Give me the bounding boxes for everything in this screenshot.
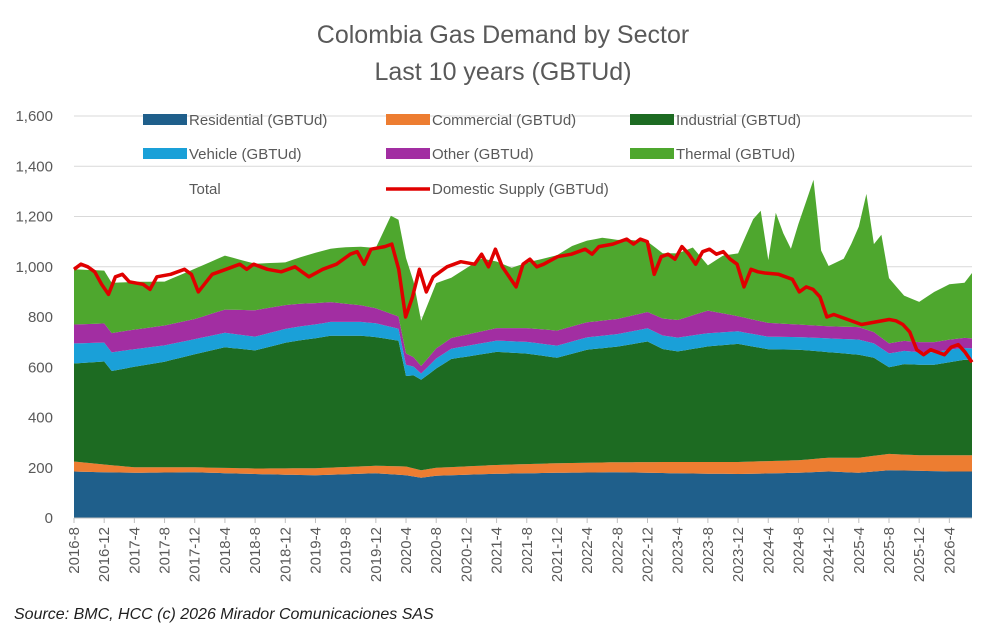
source-note: Source: BMC, HCC (c) 2026 Mirador Comuni… xyxy=(14,606,434,623)
stacked-areas xyxy=(74,179,972,518)
legend: Residential (GBTUd) Commercial (GBTUd) Ind… xyxy=(143,112,801,198)
legend-item-industrial: Industrial (GBTUd) xyxy=(630,112,801,129)
legend-label: Residential (GBTUd) xyxy=(189,112,327,129)
legend-swatch xyxy=(143,148,187,159)
legend-item-supply: Domestic Supply (GBTUd) xyxy=(386,181,609,198)
x-tick-label: 2024-4 xyxy=(760,527,777,574)
x-tick-label: 2021-12 xyxy=(549,527,566,582)
x-tick-label: 2024-12 xyxy=(821,527,838,582)
legend-label: Industrial (GBTUd) xyxy=(676,112,801,129)
legend-label: Total xyxy=(189,181,221,198)
legend-item-residential: Residential (GBTUd) xyxy=(143,112,327,129)
x-tick-label: 2016-8 xyxy=(66,527,83,574)
x-tick-label: 2024-8 xyxy=(790,527,807,574)
x-tick-label: 2026-4 xyxy=(941,527,958,574)
x-tick-label: 2017-8 xyxy=(157,527,174,574)
x-tick-label: 2023-4 xyxy=(670,527,687,574)
y-tick-label: 1,600 xyxy=(15,108,53,125)
x-tick-label: 2017-4 xyxy=(126,527,143,574)
area-vehicle xyxy=(74,321,972,380)
legend-label: Domestic Supply (GBTUd) xyxy=(432,181,609,198)
legend-swatch xyxy=(143,114,187,125)
area-industrial xyxy=(74,335,972,471)
legend-item-commercial: Commercial (GBTUd) xyxy=(386,112,576,129)
legend-item-thermal: Thermal (GBTUd) xyxy=(630,146,795,163)
x-tick-label: 2023-12 xyxy=(730,527,747,582)
x-tick-label: 2023-8 xyxy=(700,527,717,574)
area-commercial xyxy=(74,453,972,478)
x-tick-label: 2020-4 xyxy=(398,527,415,574)
legend-swatch xyxy=(630,148,674,159)
legend-swatch xyxy=(386,114,430,125)
x-tick-label: 2019-4 xyxy=(308,527,325,574)
chart-title: Colombia Gas Demand by Sector xyxy=(317,21,689,49)
area-residential xyxy=(74,470,972,518)
y-tick-label: 0 xyxy=(45,510,53,527)
y-tick-label: 400 xyxy=(28,410,53,427)
line-domestic-supply xyxy=(72,237,974,364)
legend-item-vehicle: Vehicle (GBTUd) xyxy=(143,146,302,163)
supply-line-group xyxy=(72,237,974,364)
legend-label: Thermal (GBTUd) xyxy=(676,146,795,163)
y-tick-label: 600 xyxy=(28,359,53,376)
x-tick-label: 2025-8 xyxy=(881,527,898,574)
legend-item-total: Total xyxy=(189,181,221,198)
legend-swatch xyxy=(386,148,430,159)
legend-label: Commercial (GBTUd) xyxy=(432,112,576,129)
x-tick-label: 2025-4 xyxy=(851,527,868,574)
y-tick-label: 200 xyxy=(28,460,53,477)
x-tick-label: 2017-12 xyxy=(187,527,204,582)
area-thermal xyxy=(74,179,972,366)
chart-subtitle: Last 10 years (GBTUd) xyxy=(374,58,631,86)
y-tick-label: 800 xyxy=(28,309,53,326)
legend-item-other: Other (GBTUd) xyxy=(386,146,534,163)
x-tick-label: 2021-4 xyxy=(489,527,506,574)
x-tick-label: 2025-12 xyxy=(911,527,928,582)
legend-label: Vehicle (GBTUd) xyxy=(189,146,302,163)
x-tick-label: 2022-4 xyxy=(579,527,596,574)
x-tick-label: 2022-8 xyxy=(609,527,626,574)
x-tick-label: 2020-12 xyxy=(458,527,475,582)
y-tick-label: 1,400 xyxy=(15,158,53,175)
x-tick-label: 2016-12 xyxy=(96,527,113,582)
legend-label: Other (GBTUd) xyxy=(432,146,534,163)
x-axis: 2016-8 2016-12 2017-4 2017-8 2017-12 2018-4 20… xyxy=(66,517,972,582)
x-tick-label: 2018-4 xyxy=(217,527,234,574)
y-axis: 0 200 400 600 800 1,000 1,200 1,400 1,600 xyxy=(15,108,53,527)
x-tick-label: 2018-12 xyxy=(277,527,294,582)
y-tick-label: 1,200 xyxy=(15,209,53,226)
x-tick-label: 2022-12 xyxy=(640,527,657,582)
x-tick-label: 2019-12 xyxy=(368,527,385,582)
x-tick-label: 2019-8 xyxy=(338,527,355,574)
legend-swatch xyxy=(630,114,674,125)
x-tick-label: 2018-8 xyxy=(247,527,264,574)
x-tick-label: 2021-8 xyxy=(519,527,536,574)
x-tick-label: 2020-8 xyxy=(428,527,445,574)
area-other xyxy=(74,302,972,374)
y-tick-label: 1,000 xyxy=(15,259,53,276)
